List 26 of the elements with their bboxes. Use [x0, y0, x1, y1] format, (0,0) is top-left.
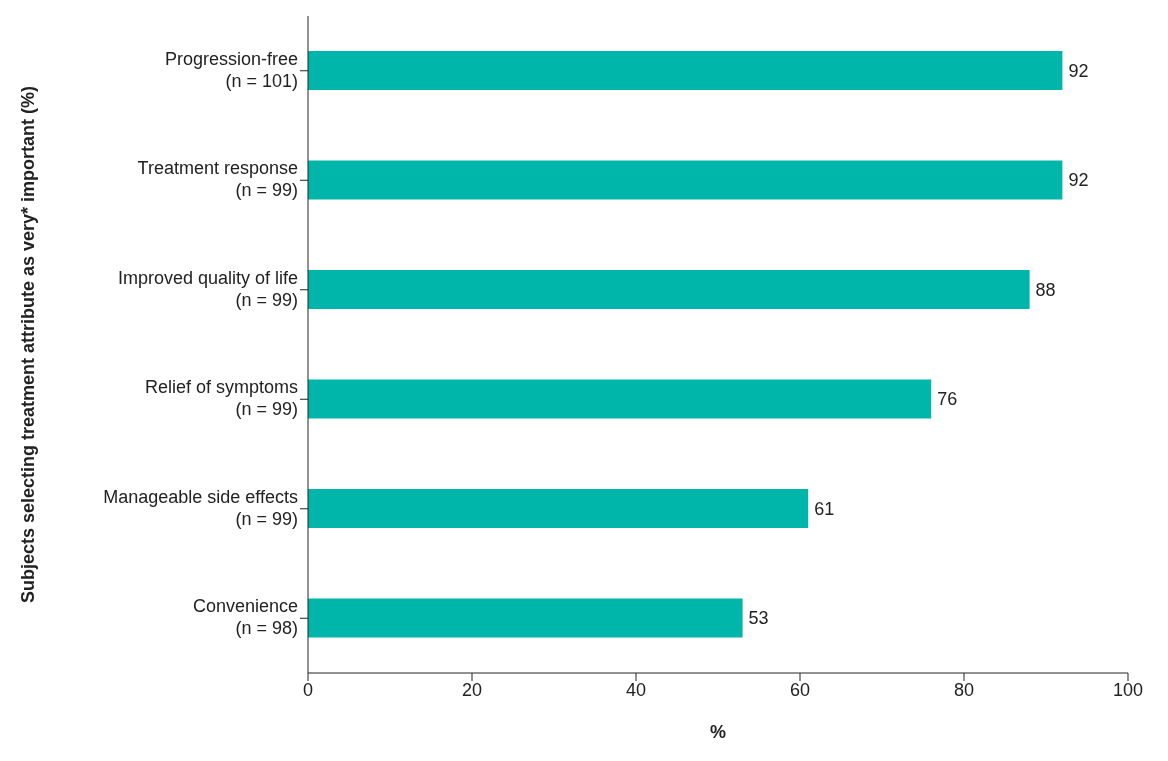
x-axis-title: % [709, 721, 727, 742]
x-tick-label: 60 [789, 679, 811, 700]
bar [308, 598, 743, 638]
data-label: 76 [937, 389, 958, 410]
x-tick-label: 40 [625, 679, 647, 700]
x-tick-label: 100 [1112, 679, 1144, 700]
data-label: 88 [1035, 279, 1056, 300]
y-tick-label: Relief of symptoms (n = 99) [144, 377, 298, 419]
bar [308, 51, 1063, 91]
bar [308, 270, 1030, 310]
data-label: 53 [748, 608, 769, 629]
y-axis-title: Subjects selecting treatment attribute as very* important (%) [18, 85, 39, 604]
bar [308, 379, 932, 419]
x-tick-label: 0 [302, 679, 314, 700]
bar [308, 160, 1063, 200]
data-label: 61 [814, 498, 835, 519]
data-label: 92 [1068, 60, 1089, 81]
bar [308, 489, 809, 529]
y-tick-label: Improved quality of life (n = 99) [117, 267, 298, 310]
y-tick-label: Convenience (n = 98) [192, 596, 298, 638]
y-tick-label: Treatment response (n = 99) [137, 158, 298, 200]
x-tick-label: 20 [461, 679, 483, 700]
data-label: 92 [1068, 170, 1089, 191]
y-tick-label: Progression-free (n = 101) [164, 48, 298, 91]
y-tick-label: Manageable side effects (n = 99) [103, 486, 298, 529]
x-tick-label: 80 [953, 679, 975, 700]
